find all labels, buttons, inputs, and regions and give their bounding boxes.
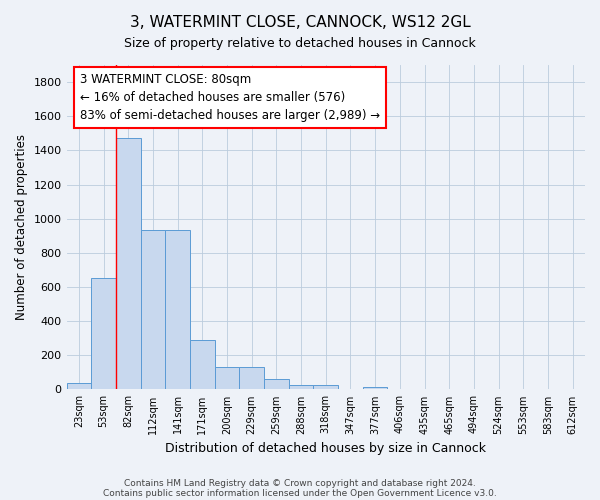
Bar	[363, 387, 388, 390]
Bar	[140, 230, 165, 390]
Bar	[91, 278, 116, 390]
Text: Contains HM Land Registry data © Crown copyright and database right 2024.: Contains HM Land Registry data © Crown c…	[124, 478, 476, 488]
Bar	[190, 340, 215, 390]
Bar	[264, 379, 289, 390]
Text: Contains public sector information licensed under the Open Government Licence v3: Contains public sector information licen…	[103, 488, 497, 498]
Bar	[215, 367, 239, 390]
Text: Size of property relative to detached houses in Cannock: Size of property relative to detached ho…	[124, 38, 476, 51]
Bar	[289, 385, 313, 390]
Bar	[67, 382, 91, 390]
Text: 3, WATERMINT CLOSE, CANNOCK, WS12 2GL: 3, WATERMINT CLOSE, CANNOCK, WS12 2GL	[130, 15, 470, 30]
Bar	[239, 367, 264, 390]
Bar	[116, 138, 140, 390]
Y-axis label: Number of detached properties: Number of detached properties	[15, 134, 28, 320]
Bar	[313, 385, 338, 390]
Text: 3 WATERMINT CLOSE: 80sqm
← 16% of detached houses are smaller (576)
83% of semi-: 3 WATERMINT CLOSE: 80sqm ← 16% of detach…	[80, 73, 380, 122]
Bar	[165, 230, 190, 390]
X-axis label: Distribution of detached houses by size in Cannock: Distribution of detached houses by size …	[165, 442, 486, 455]
